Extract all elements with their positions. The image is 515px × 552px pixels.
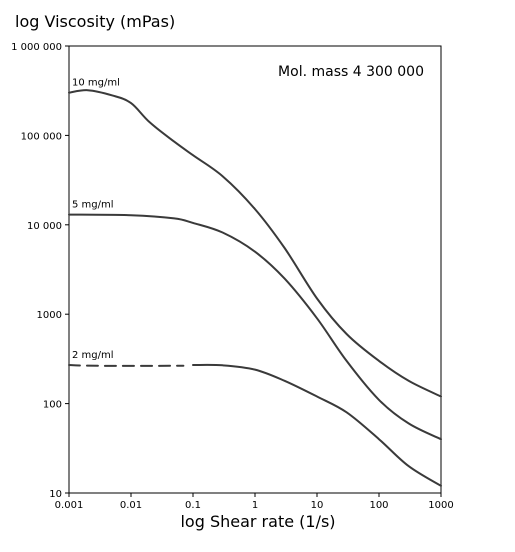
x-tick-label: 1 — [252, 500, 258, 511]
y-tick-label: 1000 — [37, 310, 62, 321]
annotation-mol-mass: Mol. mass 4 300 000 — [278, 64, 424, 80]
series-label-2-mg-ml: 2 mg/ml — [72, 350, 114, 361]
plot-frame — [68, 45, 442, 494]
series-label-5-mg-ml: 5 mg/ml — [72, 200, 114, 211]
y-axis-title: log Viscosity (mPas) — [15, 12, 175, 31]
series-label-10-mg-ml: 10 mg/ml — [72, 78, 120, 89]
x-tick-label: 0.01 — [120, 500, 142, 511]
x-tick-label: 0.001 — [55, 500, 84, 511]
y-tick-label: 100 — [43, 400, 62, 411]
y-tick-label: 1 000 000 — [11, 42, 62, 53]
series-line-10-mg-ml — [68, 89, 442, 398]
y-tick-label: 10 000 — [27, 221, 62, 232]
series-labels: 10 mg/ml 5 mg/ml 2 mg/ml — [72, 78, 120, 361]
series-group — [68, 89, 442, 487]
x-tick-label: 1000 — [428, 500, 453, 511]
axis-ticks: 10 100 1000 10 000 100 000 1 000 000 0.001 0.01… — [11, 42, 454, 511]
y-tick-label: 10 — [49, 489, 62, 500]
y-tick-label: 100 000 — [21, 131, 62, 142]
series-line-5-mg-ml — [68, 213, 442, 441]
x-axis-title: log Shear rate (1/s) — [180, 512, 335, 531]
x-tick-label: 10 — [311, 500, 324, 511]
series-line-2-mg-ml — [192, 363, 442, 487]
x-tick-label: 100 — [369, 500, 388, 511]
series-line-2-mg-ml-dashed — [68, 364, 185, 367]
x-tick-label: 0.1 — [185, 500, 201, 511]
